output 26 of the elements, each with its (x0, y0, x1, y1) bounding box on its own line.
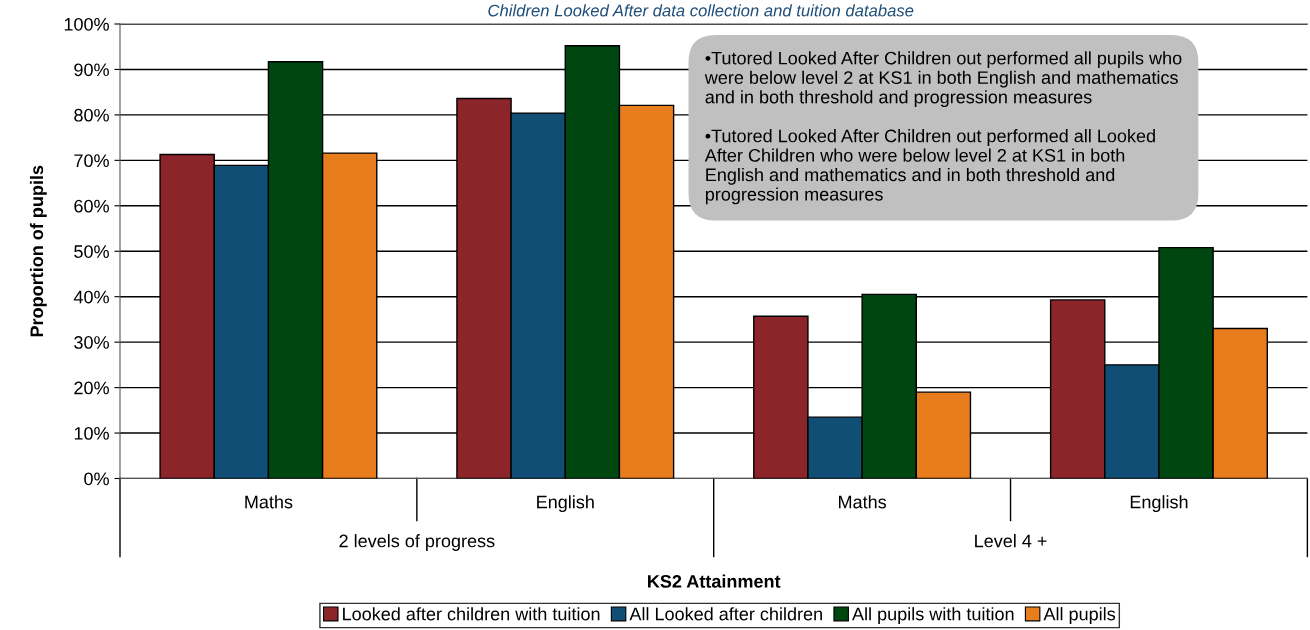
y-axis-title: Proportion of pupils (29, 165, 47, 337)
y-tick-label: 90% (74, 63, 109, 77)
y-tick-label: 30% (74, 336, 109, 349)
annotation: •Tutored Looked After Children out performed all Looked After Children who were below level 2 at KS1 in both English and mathematics and in both threshold and progression measures (704, 129, 1155, 205)
y-tick-label: 40% (73, 290, 109, 304)
y-tick-label: 50% (74, 245, 109, 258)
y-tick-label: 10% (74, 426, 109, 440)
x-tick-label: Maths (839, 495, 887, 509)
text: Children Looked After data collection and tuition database (488, 4, 914, 17)
x-axis-title: KS2 Attainment (648, 574, 781, 588)
y-tick-label: 80% (74, 108, 109, 122)
y-tick-label: 20% (74, 381, 109, 395)
x-tick-label: English (537, 495, 594, 512)
text: 2 levels of progress (339, 534, 495, 551)
y-tick-label: 0% (84, 472, 109, 486)
legend-label: All Looked after children (629, 607, 822, 621)
x-tick-label: Maths (245, 495, 293, 509)
annotation: •Tutored Looked After Children out performed all pupils who were below level 2 at KS1 in both English and mathematics and in both threshold and progression measures (704, 51, 1182, 107)
text: Level 4 + (975, 534, 1047, 548)
y-tick-label: 60% (74, 199, 109, 213)
x-tick-label: English (1130, 495, 1188, 512)
legend-label: Looked after children with tuition (343, 607, 600, 621)
y-tick-label: 100% (64, 17, 109, 31)
legend-label: All pupils with tuition (852, 607, 1014, 624)
legend-label: All pupils (1043, 607, 1116, 624)
y-tick-label: 70% (74, 154, 109, 168)
